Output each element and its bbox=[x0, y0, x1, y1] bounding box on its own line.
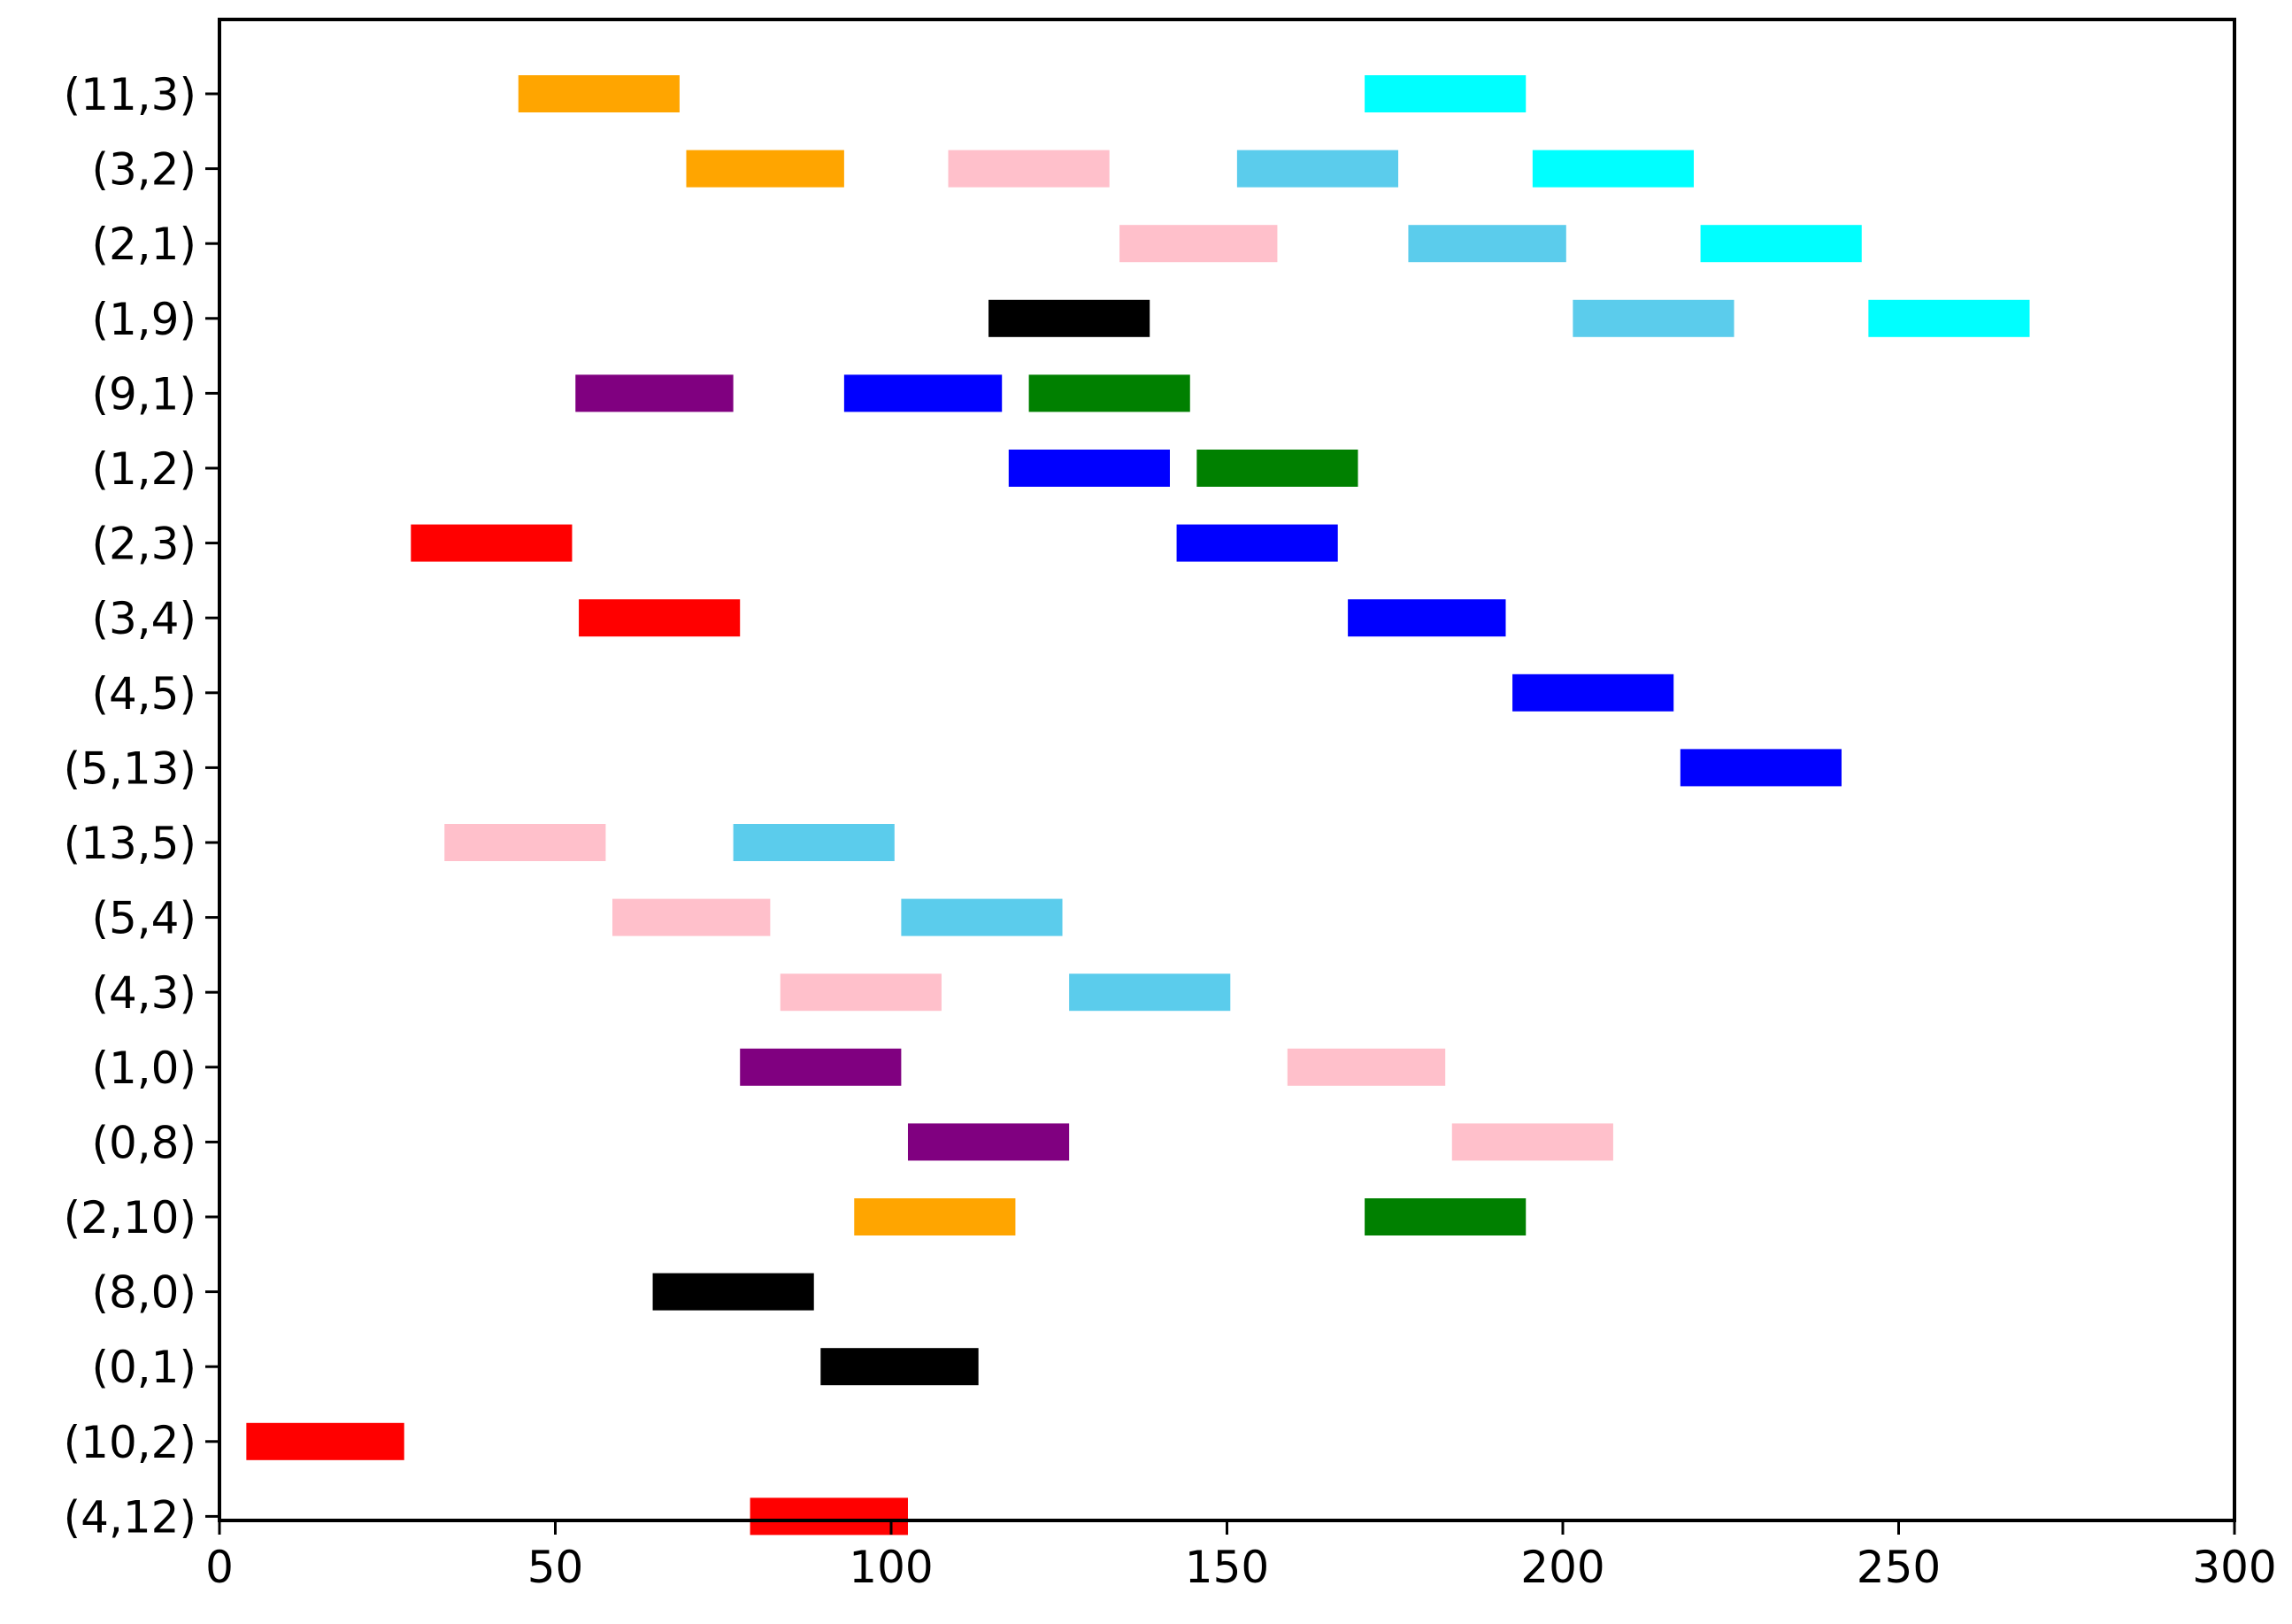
y-tick-label: (0,8) bbox=[91, 1117, 196, 1168]
bar-1-9-10 bbox=[1573, 299, 1734, 337]
bar-3-2-3 bbox=[948, 150, 1110, 188]
bar-2-3-18 bbox=[1176, 524, 1338, 562]
bar-8-0-35 bbox=[652, 1273, 814, 1311]
x-tick-label: 0 bbox=[205, 1542, 234, 1593]
bar-5-4-25 bbox=[612, 898, 771, 936]
bar-1-9-9 bbox=[988, 299, 1150, 337]
bar-3-2-4 bbox=[1236, 150, 1399, 188]
y-tick-label: (3,2) bbox=[91, 144, 196, 196]
bar-1-2-16 bbox=[1196, 450, 1358, 487]
bar-2-1-8 bbox=[1700, 225, 1862, 263]
bar-4-3-27 bbox=[780, 974, 942, 1012]
bar-3-4-19 bbox=[579, 599, 741, 637]
bar-3-2-2 bbox=[686, 150, 844, 188]
y-tick-label: (2,10) bbox=[64, 1192, 196, 1243]
bar-4-5-21 bbox=[1512, 673, 1674, 712]
bar-11-3-1 bbox=[1365, 75, 1527, 112]
y-tick-label: (9,1) bbox=[91, 368, 196, 419]
bar-9-1-13 bbox=[843, 374, 1003, 412]
bar-2-10-34 bbox=[1365, 1198, 1527, 1235]
bar-1-9-11 bbox=[1868, 299, 2030, 337]
y-tick-label: (4,12) bbox=[64, 1491, 196, 1543]
y-tick-label: (1,9) bbox=[91, 294, 196, 345]
y-tick-label: (8,0) bbox=[91, 1267, 196, 1319]
x-tick-label: 150 bbox=[1185, 1542, 1269, 1593]
bar-3-2-5 bbox=[1532, 150, 1695, 188]
bar-2-1-6 bbox=[1119, 225, 1278, 263]
bar-10-2-37 bbox=[246, 1422, 404, 1460]
bar-9-1-14 bbox=[1028, 374, 1190, 412]
x-axis: 0 50 100 150 200 250 300 bbox=[205, 1520, 2277, 1593]
y-axis: (11,3) (3,2) (2,1) (1,9) (9,1) (1,2) (2,3) (3,4… bbox=[64, 69, 219, 1543]
bars-layer bbox=[246, 75, 2030, 1535]
bar-9-1-12 bbox=[575, 374, 734, 412]
y-tick-label: (2,3) bbox=[91, 519, 196, 570]
y-tick-label: (13,5) bbox=[64, 818, 196, 869]
x-tick-label: 100 bbox=[849, 1542, 933, 1593]
x-tick-label: 300 bbox=[2192, 1542, 2276, 1593]
y-tick-label: (1,0) bbox=[91, 1043, 196, 1094]
bar-11-3-0 bbox=[518, 75, 680, 112]
y-tick-label: (4,5) bbox=[91, 668, 196, 720]
bar-0-1-36 bbox=[820, 1348, 979, 1386]
y-tick-label: (3,4) bbox=[91, 593, 196, 644]
bar-4-12-38 bbox=[750, 1497, 908, 1535]
bar-0-8-32 bbox=[1451, 1123, 1613, 1161]
y-tick-label: (2,1) bbox=[91, 219, 196, 270]
bar-2-3-17 bbox=[411, 524, 573, 562]
y-tick-label: (5,13) bbox=[64, 743, 196, 794]
bar-2-10-33 bbox=[854, 1198, 1016, 1235]
bar-1-0-30 bbox=[1287, 1048, 1446, 1086]
bar-2-1-7 bbox=[1408, 225, 1566, 263]
x-tick-label: 50 bbox=[527, 1542, 584, 1593]
y-tick-label: (4,3) bbox=[91, 967, 196, 1019]
x-tick-label: 250 bbox=[1857, 1542, 1941, 1593]
y-tick-label: (1,2) bbox=[91, 443, 196, 495]
bar-13-5-23 bbox=[444, 824, 606, 861]
bar-4-3-28 bbox=[1069, 974, 1231, 1012]
y-tick-label: (10,2) bbox=[64, 1417, 196, 1468]
x-tick-label: 200 bbox=[1520, 1542, 1604, 1593]
bar-5-4-26 bbox=[901, 898, 1063, 936]
y-tick-label: (0,1) bbox=[91, 1342, 196, 1393]
y-tick-label: (5,4) bbox=[91, 893, 196, 944]
bar-5-13-22 bbox=[1680, 749, 1842, 787]
bar-1-2-15 bbox=[1008, 450, 1170, 487]
bar-3-4-20 bbox=[1348, 599, 1506, 637]
bar-0-8-31 bbox=[907, 1123, 1070, 1161]
bar-13-5-24 bbox=[733, 824, 895, 861]
y-tick-label: (11,3) bbox=[64, 69, 196, 120]
bar-1-0-29 bbox=[740, 1048, 902, 1086]
